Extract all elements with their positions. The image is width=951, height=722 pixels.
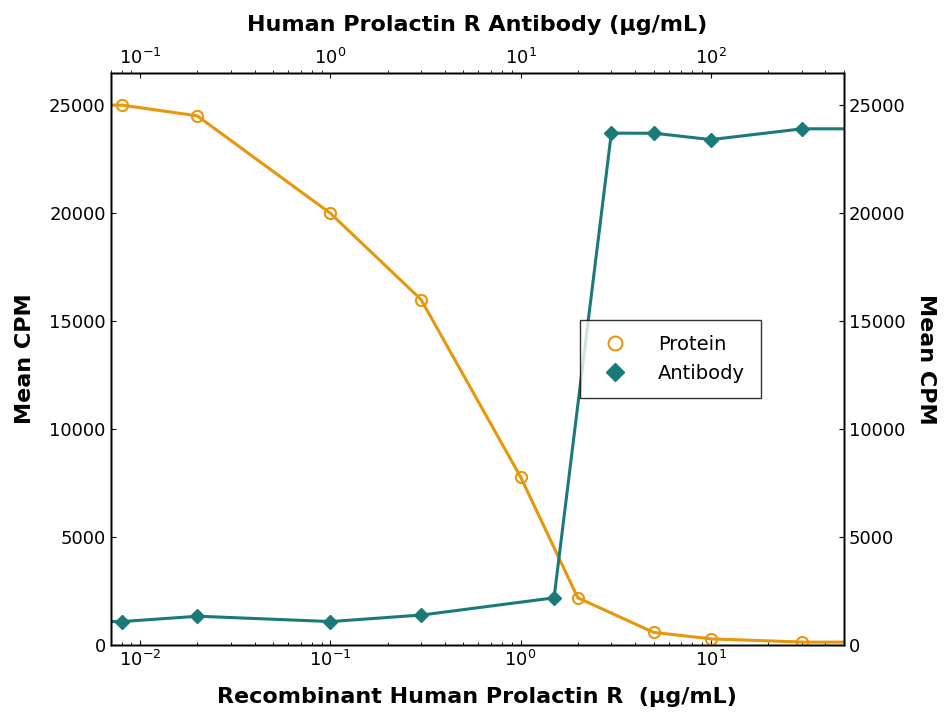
Y-axis label: Mean CPM: Mean CPM [916,294,936,425]
X-axis label: Recombinant Human Prolactin R  (μg/mL): Recombinant Human Prolactin R (μg/mL) [217,687,737,707]
Legend: Protein, Antibody: Protein, Antibody [580,320,761,399]
Y-axis label: Mean CPM: Mean CPM [15,294,35,425]
X-axis label: Human Prolactin R Antibody (μg/mL): Human Prolactin R Antibody (μg/mL) [247,15,708,35]
